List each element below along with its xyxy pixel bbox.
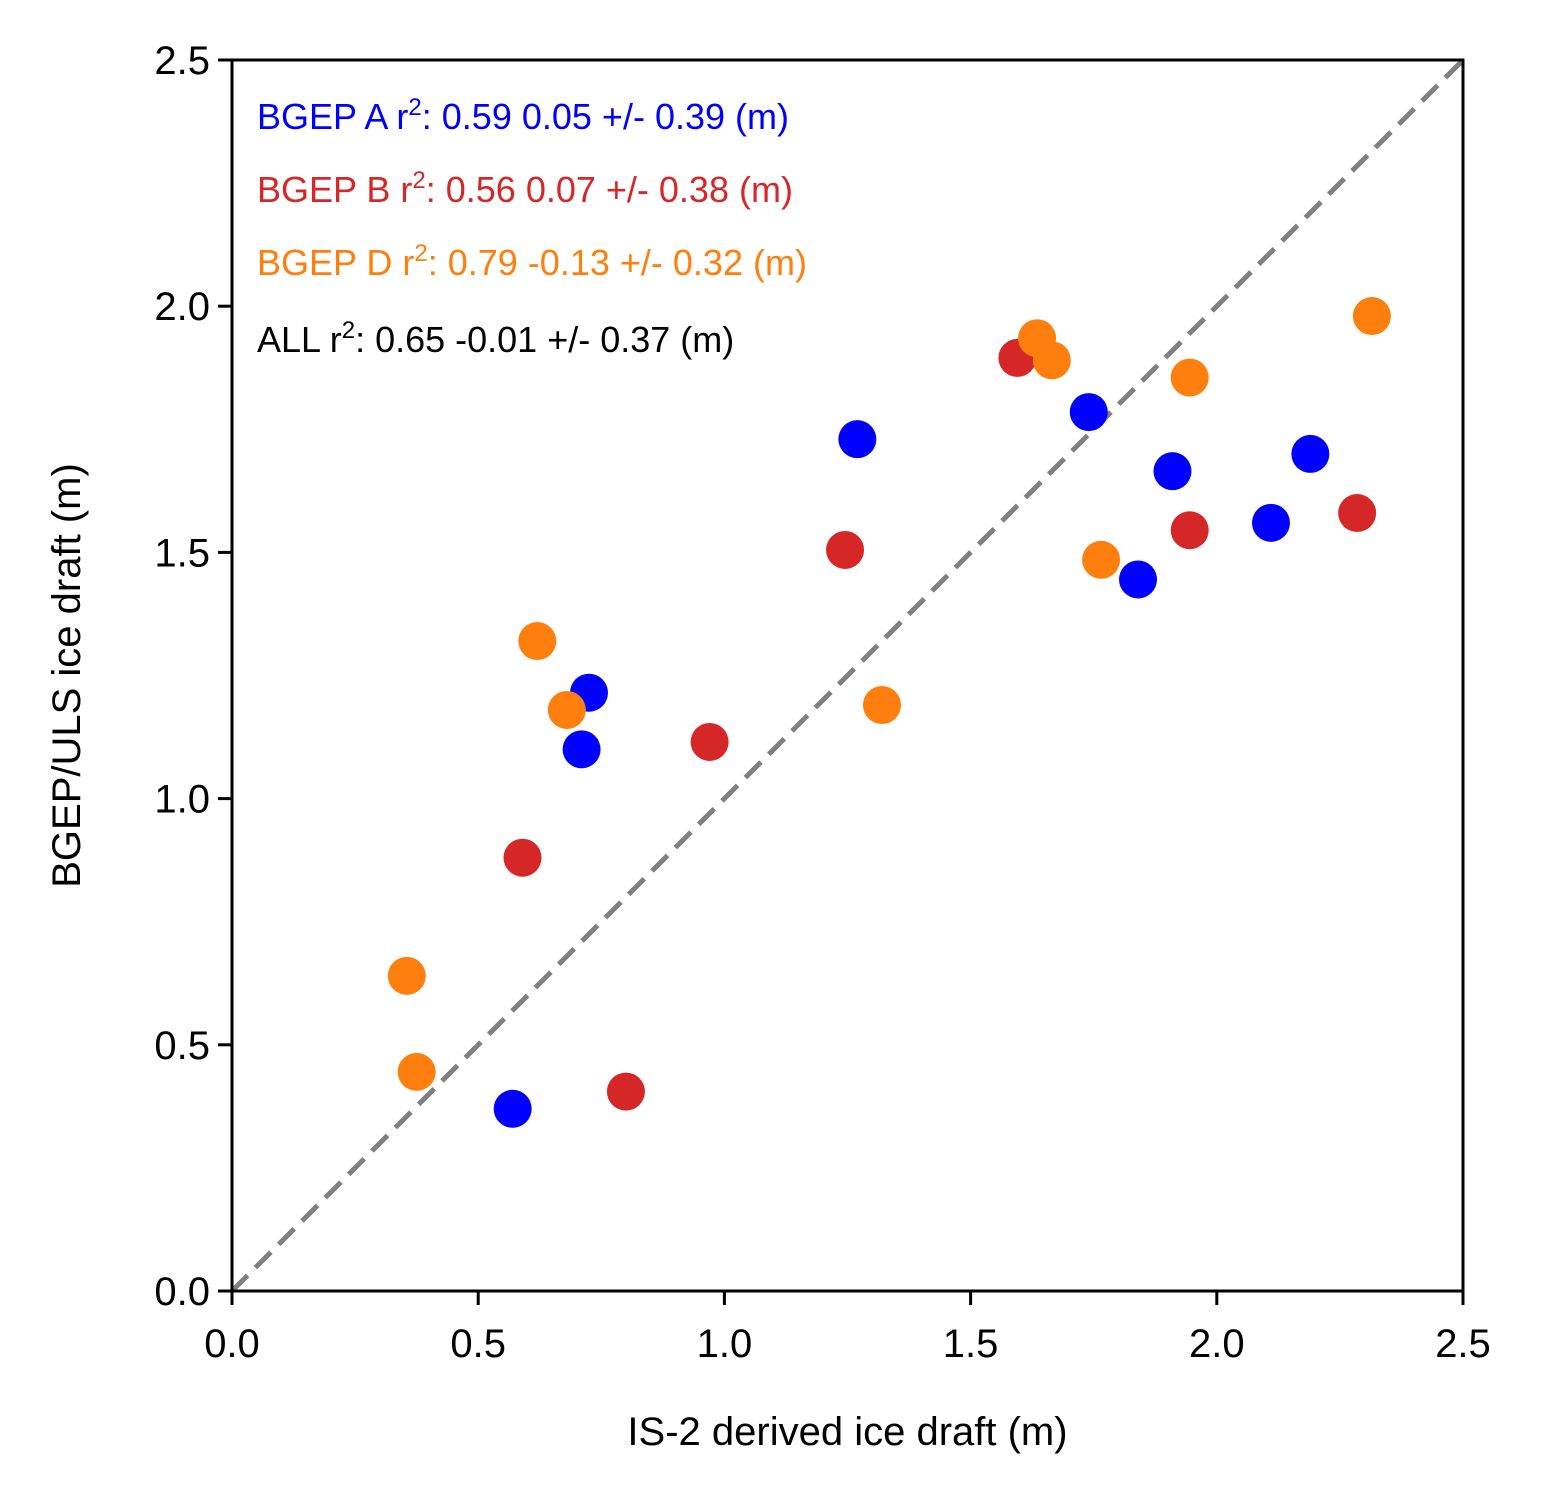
point-bgep-d <box>547 690 586 729</box>
stat-sup: 2 <box>412 167 425 194</box>
stats-annotations: BGEP A r2: 0.59 0.05 +/- 0.39 (m) BGEP B… <box>257 94 807 360</box>
point-bgep-a <box>1153 452 1192 491</box>
point-bgep-a <box>493 1089 532 1128</box>
stat-prefix: BGEP A r <box>257 96 408 137</box>
x-tick-label: 2.0 <box>1189 1322 1245 1366</box>
point-bgep-d <box>1170 358 1209 397</box>
stat-prefix: ALL r <box>257 319 342 360</box>
point-bgep-d <box>397 1052 436 1091</box>
point-bgep-d <box>862 686 901 725</box>
point-bgep-b <box>826 530 865 569</box>
reference-line-layer <box>230 58 1465 1293</box>
stat-sup: 2 <box>414 240 427 267</box>
x-tick-label: 0.0 <box>204 1322 260 1366</box>
x-tick-label: 1.5 <box>943 1322 999 1366</box>
point-bgep-a <box>1119 560 1158 599</box>
stat-prefix: BGEP D r <box>257 242 414 283</box>
x-tick-label: 0.5 <box>450 1322 506 1366</box>
x-tick-label: 2.5 <box>1435 1322 1491 1366</box>
point-bgep-b <box>690 722 729 761</box>
y-tick-label: 1.0 <box>154 778 210 822</box>
y-axis-label: BGEP/ULS ice draft (m) <box>45 463 89 888</box>
stat-label-all: ALL r2: 0.65 -0.01 +/- 0.37 (m) <box>257 317 734 360</box>
stat-suffix: : 0.59 0.05 +/- 0.39 (m) <box>422 96 789 137</box>
point-bgep-d <box>387 956 426 995</box>
x-axis-label: IS-2 derived ice draft (m) <box>627 1410 1067 1454</box>
point-bgep-d <box>1352 297 1391 336</box>
point-bgep-d <box>1082 540 1121 579</box>
stat-label-bgep-b: BGEP B r2: 0.56 0.07 +/- 0.38 (m) <box>257 167 793 210</box>
y-tick-label: 0.5 <box>154 1024 210 1068</box>
x-tick-label: 1.0 <box>697 1322 753 1366</box>
one-to-one-line <box>230 58 1465 1293</box>
stat-label-bgep-a: BGEP A r2: 0.59 0.05 +/- 0.39 (m) <box>257 94 789 137</box>
plot-frame <box>230 58 1465 1293</box>
point-bgep-b <box>503 838 542 877</box>
point-bgep-b <box>1338 494 1377 533</box>
stat-suffix: : 0.56 0.07 +/- 0.38 (m) <box>426 169 793 210</box>
point-bgep-a <box>562 730 601 769</box>
point-bgep-b <box>606 1072 645 1111</box>
point-bgep-a <box>1291 434 1330 473</box>
stat-sup: 2 <box>408 94 421 121</box>
ticks-layer: 0.0 0.5 1.0 1.5 2.0 2.5 0.0 0.5 1.0 1.5 2.0 2.5 <box>154 39 1490 1366</box>
point-bgep-a <box>1069 393 1108 432</box>
point-bgep-d <box>1032 341 1071 380</box>
stat-sup: 2 <box>342 317 355 344</box>
stat-suffix: : 0.79 -0.13 +/- 0.32 (m) <box>428 242 807 283</box>
y-tick-label: 2.0 <box>154 285 210 329</box>
stat-label-bgep-d: BGEP D r2: 0.79 -0.13 +/- 0.32 (m) <box>257 240 807 283</box>
point-bgep-b <box>1170 511 1209 550</box>
stat-prefix: BGEP B r <box>257 169 412 210</box>
point-bgep-d <box>518 622 557 661</box>
stat-suffix: : 0.65 -0.01 +/- 0.37 (m) <box>355 319 734 360</box>
y-tick-label: 0.0 <box>154 1270 210 1314</box>
y-tick-label: 1.5 <box>154 531 210 575</box>
points-layer <box>387 297 1391 1128</box>
y-tick-label: 2.5 <box>154 39 210 83</box>
point-bgep-a <box>1251 503 1290 542</box>
point-bgep-a <box>838 420 877 459</box>
